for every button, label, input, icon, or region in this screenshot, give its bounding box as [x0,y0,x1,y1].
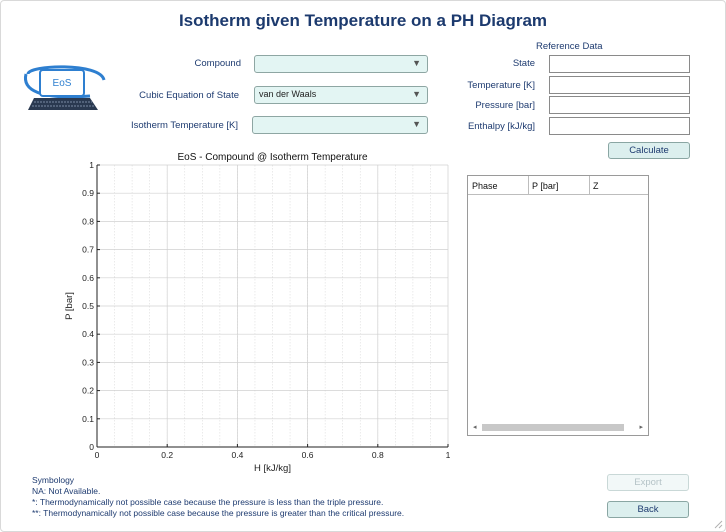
x-tick-label: 0.8 [372,450,384,460]
y-tick-label: 0.2 [82,386,94,396]
y-axis-label: P [bar] [64,292,75,320]
column-header-phase: Phase [472,181,498,191]
y-tick-label: 0.3 [82,357,94,367]
temperature-label: Temperature [K] [467,80,535,91]
scroll-left-icon[interactable]: ◂ [473,424,477,431]
x-tick-label: 1 [446,450,451,460]
symbology-star1: *: Thermodynamically not possible case b… [32,497,384,507]
cubic-eos-value: van der Waals [259,89,317,99]
y-tick-label: 0.4 [82,329,94,339]
table-horizontal-scrollbar[interactable]: ◂ ▸ [472,423,644,432]
export-button[interactable]: Export [607,474,689,491]
y-tick-label: 0.1 [82,414,94,424]
reference-data-heading: Reference Data [536,41,603,52]
chevron-down-icon: ▼ [412,119,421,129]
y-tick-label: 0.8 [82,216,94,226]
y-tick-label: 0.7 [82,245,94,255]
cubic-eos-label: Cubic Equation of State [139,90,239,101]
temperature-field[interactable] [549,76,690,94]
isotherm-temp-label: Isotherm Temperature [K] [130,120,238,131]
chevron-down-icon: ▼ [412,58,421,68]
enthalpy-label: Enthalpy [kJ/kg] [467,121,535,132]
x-tick-label: 0.4 [231,450,243,460]
logo-text: EoS [53,78,72,89]
x-tick-label: 0 [95,450,100,460]
y-tick-label: 1 [89,160,94,170]
column-header-z: Z [593,181,599,191]
x-tick-label: 0.6 [302,450,314,460]
results-table[interactable]: Phase P [bar] Z ◂ ▸ [467,175,649,436]
x-axis-label: H [kJ/kg] [254,463,291,474]
calculate-button[interactable]: Calculate [608,142,690,159]
symbology-heading: Symbology [32,475,75,485]
scrollbar-thumb[interactable] [482,424,624,431]
chevron-down-icon: ▼ [412,89,421,99]
back-button[interactable]: Back [607,501,689,518]
y-tick-label: 0.6 [82,273,94,283]
compound-label: Compound [194,58,241,69]
column-header-pressure: P [bar] [532,181,559,191]
y-tick-label: 0 [89,442,94,452]
state-field[interactable] [549,55,690,73]
y-tick-label: 0.9 [82,188,94,198]
page-title: Isotherm given Temperature on a PH Diagr… [178,11,548,30]
symbology-na: NA: Not Available. [32,486,101,496]
state-label: State [512,58,535,69]
table-header: Phase P [bar] Z [468,176,648,195]
pressure-field[interactable] [549,96,690,114]
pressure-label: Pressure [bar] [475,100,535,111]
x-tick-label: 0.2 [161,450,173,460]
chart-title: EoS - Compound @ Isotherm Temperature [177,152,367,163]
isotherm-temp-dropdown[interactable]: ▼ [252,116,428,134]
compound-dropdown[interactable]: ▼ [254,55,428,73]
laptop-eos-logo-icon: EoS [23,65,106,110]
resize-grip-icon[interactable] [714,520,723,529]
scroll-right-icon[interactable]: ▸ [639,424,643,431]
enthalpy-field[interactable] [549,117,690,135]
cubic-eos-dropdown[interactable]: van der Waals ▼ [254,86,428,104]
y-tick-label: 0.5 [82,301,94,311]
symbology-star2: **: Thermodynamically not possible case … [32,508,405,518]
